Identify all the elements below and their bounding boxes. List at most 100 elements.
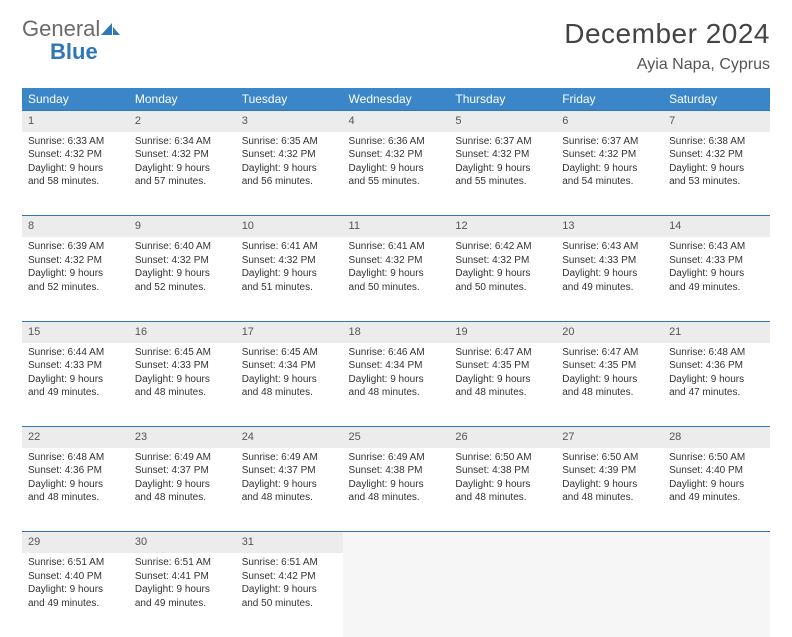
daylight-text: and 58 minutes. bbox=[28, 175, 123, 189]
sunset-text: Sunset: 4:32 PM bbox=[135, 254, 230, 268]
daylight-text: and 50 minutes. bbox=[455, 281, 550, 295]
day-number-cell: 4 bbox=[343, 111, 450, 132]
sunrise-text: Sunrise: 6:45 AM bbox=[135, 346, 230, 360]
sunrise-text: Sunrise: 6:40 AM bbox=[135, 240, 230, 254]
sunset-text: Sunset: 4:37 PM bbox=[242, 464, 337, 478]
logo-text-blue: Blue bbox=[50, 39, 98, 64]
sunrise-text: Sunrise: 6:51 AM bbox=[28, 556, 123, 570]
sunrise-text: Sunrise: 6:45 AM bbox=[242, 346, 337, 360]
daylight-text: and 57 minutes. bbox=[135, 175, 230, 189]
daylight-text: and 55 minutes. bbox=[455, 175, 550, 189]
day-number-cell: 21 bbox=[663, 321, 770, 342]
day-number-cell: 27 bbox=[556, 427, 663, 448]
daylight-text: Daylight: 9 hours bbox=[562, 267, 657, 281]
sunset-text: Sunset: 4:40 PM bbox=[669, 464, 764, 478]
day-number-cell: 23 bbox=[129, 427, 236, 448]
sunrise-text: Sunrise: 6:36 AM bbox=[349, 135, 444, 149]
sunrise-text: Sunrise: 6:43 AM bbox=[562, 240, 657, 254]
day-content-cell: Sunrise: 6:36 AMSunset: 4:32 PMDaylight:… bbox=[343, 132, 450, 216]
sunrise-text: Sunrise: 6:47 AM bbox=[562, 346, 657, 360]
daylight-text: and 49 minutes. bbox=[28, 386, 123, 400]
daylight-text: and 56 minutes. bbox=[242, 175, 337, 189]
day-content-cell: Sunrise: 6:47 AMSunset: 4:35 PMDaylight:… bbox=[449, 343, 556, 427]
day-content-cell: Sunrise: 6:43 AMSunset: 4:33 PMDaylight:… bbox=[556, 237, 663, 321]
day-content-cell: Sunrise: 6:33 AMSunset: 4:32 PMDaylight:… bbox=[22, 132, 129, 216]
sunrise-text: Sunrise: 6:41 AM bbox=[242, 240, 337, 254]
day-number-cell: 29 bbox=[22, 532, 129, 553]
day-content-cell: Sunrise: 6:42 AMSunset: 4:32 PMDaylight:… bbox=[449, 237, 556, 321]
daylight-text: Daylight: 9 hours bbox=[28, 478, 123, 492]
sunset-text: Sunset: 4:32 PM bbox=[242, 254, 337, 268]
day-number-row: 1234567 bbox=[22, 111, 770, 132]
daylight-text: Daylight: 9 hours bbox=[242, 162, 337, 176]
daylight-text: Daylight: 9 hours bbox=[562, 478, 657, 492]
daylight-text: Daylight: 9 hours bbox=[349, 373, 444, 387]
daylight-text: Daylight: 9 hours bbox=[28, 267, 123, 281]
day-content-cell: Sunrise: 6:48 AMSunset: 4:36 PMDaylight:… bbox=[663, 343, 770, 427]
day-content-row: Sunrise: 6:33 AMSunset: 4:32 PMDaylight:… bbox=[22, 132, 770, 216]
day-content-cell: Sunrise: 6:50 AMSunset: 4:38 PMDaylight:… bbox=[449, 448, 556, 532]
sunset-text: Sunset: 4:38 PM bbox=[349, 464, 444, 478]
calendar-body: 1234567Sunrise: 6:33 AMSunset: 4:32 PMDa… bbox=[22, 111, 770, 637]
daylight-text: and 48 minutes. bbox=[28, 491, 123, 505]
sunset-text: Sunset: 4:33 PM bbox=[135, 359, 230, 373]
sunset-text: Sunset: 4:32 PM bbox=[349, 148, 444, 162]
day-number-row: 293031 bbox=[22, 532, 770, 553]
day-number-cell: 8 bbox=[22, 216, 129, 237]
day-content-cell: Sunrise: 6:50 AMSunset: 4:40 PMDaylight:… bbox=[663, 448, 770, 532]
day-content-row: Sunrise: 6:48 AMSunset: 4:36 PMDaylight:… bbox=[22, 448, 770, 532]
daylight-text: Daylight: 9 hours bbox=[242, 267, 337, 281]
sunrise-text: Sunrise: 6:49 AM bbox=[349, 451, 444, 465]
daylight-text: and 50 minutes. bbox=[242, 597, 337, 611]
day-number-cell: 20 bbox=[556, 321, 663, 342]
sunset-text: Sunset: 4:33 PM bbox=[562, 254, 657, 268]
day-content-cell: Sunrise: 6:44 AMSunset: 4:33 PMDaylight:… bbox=[22, 343, 129, 427]
sunset-text: Sunset: 4:32 PM bbox=[28, 254, 123, 268]
sunrise-text: Sunrise: 6:50 AM bbox=[562, 451, 657, 465]
daylight-text: Daylight: 9 hours bbox=[349, 267, 444, 281]
logo-text-block: General Blue bbox=[22, 18, 122, 64]
daylight-text: and 48 minutes. bbox=[135, 491, 230, 505]
daylight-text: and 49 minutes. bbox=[28, 597, 123, 611]
day-content-cell bbox=[663, 553, 770, 637]
daylight-text: and 49 minutes. bbox=[135, 597, 230, 611]
sunset-text: Sunset: 4:32 PM bbox=[242, 148, 337, 162]
daylight-text: Daylight: 9 hours bbox=[135, 478, 230, 492]
weekday-header: Thursday bbox=[449, 88, 556, 111]
sunrise-text: Sunrise: 6:49 AM bbox=[135, 451, 230, 465]
sunset-text: Sunset: 4:33 PM bbox=[669, 254, 764, 268]
sunset-text: Sunset: 4:35 PM bbox=[455, 359, 550, 373]
sunset-text: Sunset: 4:32 PM bbox=[455, 148, 550, 162]
title-block: December 2024 Ayia Napa, Cyprus bbox=[564, 18, 770, 74]
daylight-text: and 49 minutes. bbox=[669, 491, 764, 505]
page-header: General Blue December 2024 Ayia Napa, Cy… bbox=[22, 18, 770, 74]
day-content-cell: Sunrise: 6:41 AMSunset: 4:32 PMDaylight:… bbox=[343, 237, 450, 321]
day-number-cell: 5 bbox=[449, 111, 556, 132]
day-number-cell bbox=[343, 532, 450, 553]
sunrise-text: Sunrise: 6:48 AM bbox=[669, 346, 764, 360]
day-content-cell: Sunrise: 6:39 AMSunset: 4:32 PMDaylight:… bbox=[22, 237, 129, 321]
daylight-text: Daylight: 9 hours bbox=[135, 162, 230, 176]
sunset-text: Sunset: 4:33 PM bbox=[28, 359, 123, 373]
sunset-text: Sunset: 4:39 PM bbox=[562, 464, 657, 478]
day-content-cell: Sunrise: 6:38 AMSunset: 4:32 PMDaylight:… bbox=[663, 132, 770, 216]
logo-sail-icon bbox=[100, 22, 122, 36]
day-number-cell: 10 bbox=[236, 216, 343, 237]
day-number-cell bbox=[663, 532, 770, 553]
weekday-header: Saturday bbox=[663, 88, 770, 111]
daylight-text: Daylight: 9 hours bbox=[242, 373, 337, 387]
day-content-cell: Sunrise: 6:37 AMSunset: 4:32 PMDaylight:… bbox=[556, 132, 663, 216]
day-content-cell: Sunrise: 6:49 AMSunset: 4:38 PMDaylight:… bbox=[343, 448, 450, 532]
day-number-row: 22232425262728 bbox=[22, 427, 770, 448]
day-number-cell bbox=[556, 532, 663, 553]
daylight-text: Daylight: 9 hours bbox=[562, 373, 657, 387]
sunrise-text: Sunrise: 6:42 AM bbox=[455, 240, 550, 254]
day-number-row: 15161718192021 bbox=[22, 321, 770, 342]
day-number-cell: 7 bbox=[663, 111, 770, 132]
weekday-header: Sunday bbox=[22, 88, 129, 111]
daylight-text: and 49 minutes. bbox=[562, 281, 657, 295]
day-number-cell: 24 bbox=[236, 427, 343, 448]
day-content-row: Sunrise: 6:44 AMSunset: 4:33 PMDaylight:… bbox=[22, 343, 770, 427]
day-content-cell: Sunrise: 6:45 AMSunset: 4:34 PMDaylight:… bbox=[236, 343, 343, 427]
sunset-text: Sunset: 4:34 PM bbox=[242, 359, 337, 373]
